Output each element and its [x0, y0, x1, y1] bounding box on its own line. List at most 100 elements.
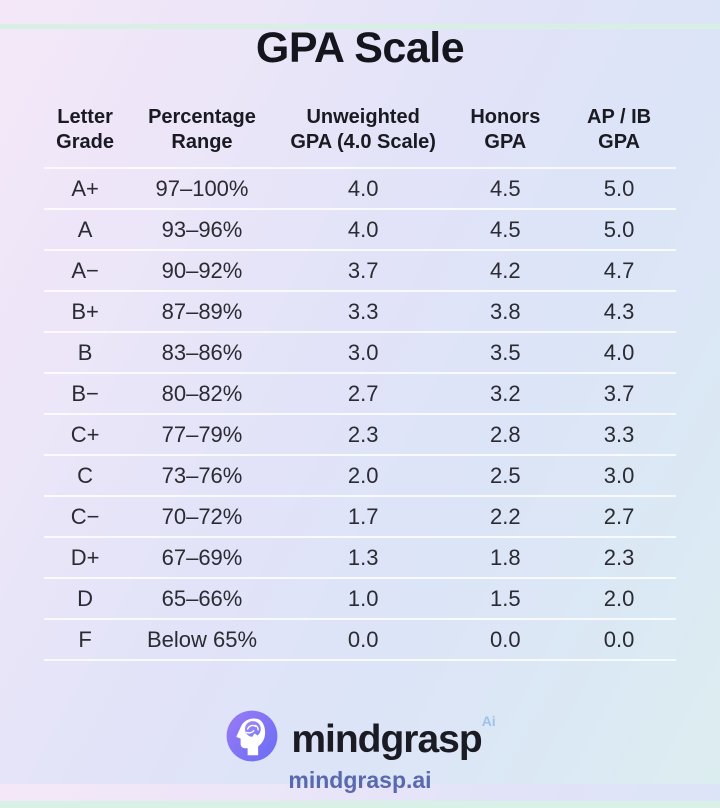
unweighted-gpa-cell: 1.0 — [347, 585, 379, 611]
ap-ib-gpa-cell: 0.0 — [603, 626, 635, 652]
letter-grade-cell: C — [77, 462, 94, 488]
table-row: A− 90–92% 3.7 4.2 4.7 — [44, 249, 676, 290]
honors-gpa-cell: 4.5 — [490, 216, 521, 242]
gpa-scale-infographic: { "title": "GPA Scale", "table": { "head… — [0, 24, 720, 808]
ap-ib-gpa-cell: 4.7 — [603, 257, 635, 283]
percentage-range-cell: 90–92% — [161, 257, 243, 283]
percentage-range-cell: 87–89% — [161, 298, 243, 324]
table-row: D+ 67–69% 1.3 1.8 2.3 — [44, 536, 676, 577]
percentage-range-cell: 77–79% — [161, 421, 243, 447]
header-line: Percentage — [148, 106, 256, 128]
letter-grade-cell: A — [77, 216, 93, 242]
unweighted-gpa-cell: 3.7 — [347, 257, 379, 283]
honors-gpa-cell: 3.5 — [490, 339, 521, 365]
header-line: AP / IB — [587, 106, 652, 128]
header-unweighted-gpa: Unweighted GPA (4.0 Scale) — [278, 105, 449, 155]
table-row: D 65–66% 1.0 1.5 2.0 — [44, 577, 676, 618]
honors-gpa-cell: 2.8 — [490, 421, 521, 447]
letter-grade-cell: D — [77, 585, 94, 611]
ap-ib-gpa-cell: 4.3 — [603, 298, 635, 324]
mindgrasp-logo-icon — [226, 710, 278, 762]
page-title: GPA Scale — [255, 24, 465, 72]
percentage-range-cell: 97–100% — [155, 175, 249, 201]
header-honors-gpa: Honors GPA — [448, 105, 562, 155]
letter-grade-cell: B — [77, 339, 93, 365]
percentage-range-cell: 80–82% — [161, 380, 243, 406]
header-line: Grade — [56, 131, 114, 153]
honors-gpa-cell: 4.5 — [490, 175, 521, 201]
table-row: A+ 97–100% 4.0 4.5 5.0 — [44, 167, 676, 208]
header-line: Unweighted — [306, 106, 420, 128]
table-row: C 73–76% 2.0 2.5 3.0 — [44, 454, 676, 495]
table-row: B+ 87–89% 3.3 3.8 4.3 — [44, 290, 676, 331]
unweighted-gpa-cell: 1.3 — [347, 544, 379, 570]
percentage-range-cell: 65–66% — [161, 585, 243, 611]
ap-ib-gpa-cell: 5.0 — [603, 175, 635, 201]
unweighted-gpa-cell: 1.7 — [347, 503, 379, 529]
header-percentage-range: Percentage Range — [126, 105, 278, 155]
unweighted-gpa-cell: 2.3 — [347, 421, 379, 447]
honors-gpa-cell: 3.8 — [490, 298, 521, 324]
letter-grade-cell: A+ — [71, 175, 99, 201]
header-line: GPA — [484, 131, 527, 153]
bottom-edge-strip — [0, 801, 720, 808]
table-row: C+ 77–79% 2.3 2.8 3.3 — [44, 413, 676, 454]
brand-ai-superscript: Ai — [481, 712, 496, 729]
percentage-range-cell: 70–72% — [161, 503, 243, 529]
ap-ib-gpa-cell: 3.0 — [603, 462, 635, 488]
unweighted-gpa-cell: 0.0 — [347, 626, 379, 652]
unweighted-gpa-cell: 2.0 — [347, 462, 379, 488]
table-row: C− 70–72% 1.7 2.2 2.7 — [44, 495, 676, 536]
ap-ib-gpa-cell: 3.7 — [603, 380, 635, 406]
honors-gpa-cell: 0.0 — [490, 626, 521, 652]
footer-branding: mindgraspAi mindgrasp.ai — [0, 708, 720, 794]
table-body: A+ 97–100% 4.0 4.5 5.0 A 93–96% 4.0 4.5 5.0 A− 90–9… — [44, 167, 676, 661]
honors-gpa-cell: 1.5 — [490, 585, 521, 611]
top-edge-strip — [0, 24, 720, 29]
percentage-range-cell: 73–76% — [161, 462, 243, 488]
unweighted-gpa-cell: 4.0 — [347, 216, 379, 242]
letter-grade-cell: C− — [70, 503, 100, 529]
header-ap-ib-gpa: AP / IB GPA — [562, 105, 676, 155]
ap-ib-gpa-cell: 5.0 — [603, 216, 635, 242]
honors-gpa-cell: 3.2 — [490, 380, 521, 406]
header-line: Honors — [470, 106, 541, 128]
ap-ib-gpa-cell: 2.7 — [603, 503, 635, 529]
table-row: B− 80–82% 2.7 3.2 3.7 — [44, 372, 676, 413]
table-row: B 83–86% 3.0 3.5 4.0 — [44, 331, 676, 372]
percentage-range-cell: Below 65% — [146, 626, 258, 652]
brand-name-text: mindgrasp — [291, 717, 482, 761]
header-letter-grade: Letter Grade — [44, 105, 126, 155]
header-line: GPA — [598, 131, 640, 153]
table-row: F Below 65% 0.0 0.0 0.0 — [44, 618, 676, 659]
ap-ib-gpa-cell: 3.3 — [603, 421, 635, 447]
brand-wordmark: mindgraspAi — [291, 714, 495, 759]
letter-grade-cell: A− — [71, 257, 99, 283]
letter-grade-cell: B− — [71, 380, 99, 406]
table-header-row: Letter Grade Percentage Range Unweighted… — [44, 105, 676, 167]
unweighted-gpa-cell: 3.3 — [347, 298, 379, 324]
header-line: Range — [171, 131, 233, 153]
ap-ib-gpa-cell: 4.0 — [603, 339, 635, 365]
ap-ib-gpa-cell: 2.3 — [603, 544, 635, 570]
percentage-range-cell: 93–96% — [161, 216, 243, 242]
honors-gpa-cell: 1.8 — [490, 544, 521, 570]
ap-ib-gpa-cell: 2.0 — [603, 585, 635, 611]
brand-row: mindgraspAi — [0, 708, 720, 764]
unweighted-gpa-cell: 4.0 — [347, 175, 379, 201]
letter-grade-cell: F — [78, 626, 92, 652]
letter-grade-cell: D+ — [70, 544, 100, 570]
unweighted-gpa-cell: 2.7 — [347, 380, 379, 406]
honors-gpa-cell: 2.5 — [490, 462, 521, 488]
letter-grade-cell: C+ — [70, 421, 100, 447]
percentage-range-cell: 83–86% — [161, 339, 243, 365]
header-line: GPA (4.0 Scale) — [290, 131, 436, 153]
brand-url: mindgrasp.ai — [288, 767, 432, 793]
percentage-range-cell: 67–69% — [161, 544, 243, 570]
table-row: A 93–96% 4.0 4.5 5.0 — [44, 208, 676, 249]
letter-grade-cell: B+ — [71, 298, 99, 324]
header-line: Letter — [57, 106, 113, 128]
honors-gpa-cell: 4.2 — [490, 257, 521, 283]
honors-gpa-cell: 2.2 — [490, 503, 521, 529]
gpa-table: Letter Grade Percentage Range Unweighted… — [44, 105, 676, 661]
